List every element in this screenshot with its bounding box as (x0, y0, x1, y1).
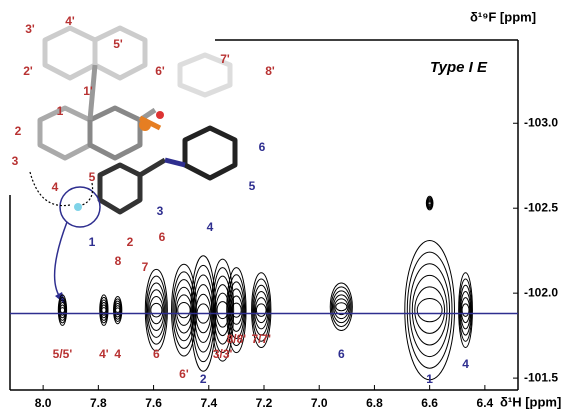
x-tick-label: 7.4 (200, 396, 217, 410)
peak-label: 3/3' (213, 347, 233, 361)
contour (336, 303, 347, 311)
atom-label: 6 (259, 140, 266, 154)
peak-label: 6 (338, 347, 345, 361)
atom-label: 2 (127, 235, 134, 249)
atom-label: 6 (159, 230, 166, 244)
y-tick-label: -101.5 (524, 370, 558, 384)
atom-label: 1 (89, 235, 96, 249)
contour (116, 308, 120, 313)
x-tick-label: 6.4 (477, 396, 494, 410)
peak-label: 1 (426, 372, 433, 386)
y-tick-label: -102.5 (524, 200, 558, 214)
atom-label: 1 (57, 104, 64, 118)
peak-label: 6' (179, 367, 189, 381)
contour (461, 298, 469, 323)
contour (102, 308, 106, 313)
atom-label: 4 (207, 220, 214, 234)
peak-label: 6 (153, 347, 160, 361)
peak-label: 8/8' (227, 332, 247, 346)
annotation: Type I E (430, 59, 488, 76)
contour (428, 202, 431, 204)
x-tick-label: 6.8 (366, 396, 383, 410)
x-tick-label: 8.0 (35, 396, 52, 410)
atom-label: 8' (265, 64, 275, 78)
y-axis-label: δ¹⁹F [ppm] (470, 9, 536, 24)
contour (255, 298, 267, 323)
contour (335, 299, 348, 315)
x-tick-label: 7.0 (311, 396, 328, 410)
peak-label: 5/5' (53, 347, 73, 361)
atom-label: 2 (15, 124, 22, 138)
contour (410, 264, 450, 357)
atom-label: 4' (65, 14, 75, 28)
atom-label: 3 (157, 204, 164, 218)
y-tick-label: -102.0 (524, 285, 558, 299)
peak-label: 7/7' (251, 332, 271, 346)
molecule (30, 28, 235, 305)
atom-label: 4 (52, 180, 59, 194)
contour (151, 303, 162, 317)
contour (415, 287, 445, 333)
atom-label: 7 (142, 260, 149, 274)
chart: Type I E δ¹⁹F [ppm] δ¹H [ppm] 8.0 7.8 7.6 7… (0, 0, 582, 413)
peak-label: 2 (200, 372, 207, 386)
contour (150, 297, 163, 324)
x-tick-label: 7.2 (256, 396, 273, 410)
contour (178, 303, 190, 318)
peak-label: 4' (99, 347, 109, 361)
x-axis-label: δ¹H [ppm] (500, 394, 561, 409)
x-tick-label: 6.6 (421, 396, 438, 410)
atom-label: 2' (23, 64, 33, 78)
atom-label: 5' (113, 37, 123, 51)
atom-label: 1' (83, 84, 93, 98)
x-tick-label: 7.6 (145, 396, 162, 410)
atom-label: 5 (89, 170, 96, 184)
peak-label: 4 (114, 347, 121, 361)
atom-label: 6' (155, 64, 165, 78)
contour (176, 295, 191, 326)
contour (407, 252, 452, 368)
atom-label: 3 (12, 154, 19, 168)
y-tick-label: -103.0 (524, 115, 558, 129)
peak-label: 4 (462, 357, 469, 371)
atom-label: 7' (220, 52, 230, 66)
contour (60, 308, 64, 313)
atom-label: 3' (25, 22, 35, 36)
contour (256, 304, 266, 316)
atom-label: 8 (115, 254, 122, 268)
x-tick-label: 7.8 (90, 396, 107, 410)
contour (462, 304, 469, 316)
contour (417, 299, 442, 322)
atom-label: 5 (249, 179, 256, 193)
